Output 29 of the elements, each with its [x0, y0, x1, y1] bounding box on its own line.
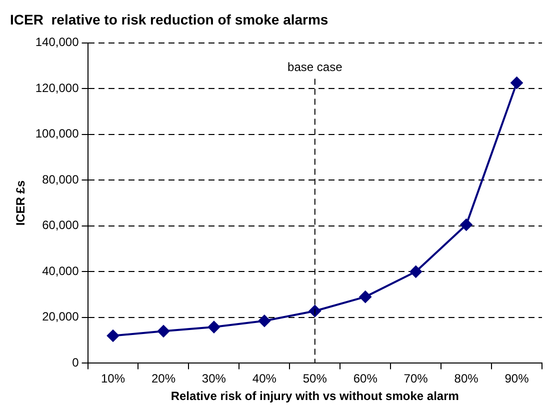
x-tick-label: 90% — [504, 372, 530, 386]
x-tick-label: 50% — [302, 372, 328, 386]
x-tick-label: 40% — [252, 372, 277, 386]
y-tick-label: 60,000 — [42, 218, 80, 232]
x-tick-label: 70% — [404, 372, 428, 386]
point — [208, 321, 220, 334]
ref-line-label: base case — [288, 60, 343, 74]
x-tick-label: 80% — [454, 372, 479, 386]
point — [359, 290, 372, 303]
y-tick-label: 120,000 — [35, 80, 80, 95]
y-tick-label: 20,000 — [42, 310, 80, 324]
y-tick-label: 100,000 — [35, 126, 80, 141]
y-tick-label: 0 — [72, 356, 80, 370]
x-tick-label: 10% — [100, 372, 126, 386]
y-tick-label: 140,000 — [35, 35, 80, 50]
point — [460, 218, 472, 231]
y-axis-title: ICER £s — [14, 180, 28, 226]
point — [258, 314, 270, 327]
point — [157, 325, 170, 338]
point — [107, 330, 120, 342]
x-tick-label: 60% — [353, 372, 378, 386]
point — [410, 266, 422, 278]
chart-title: ICER relative to risk reduction of smoke alarms — [10, 11, 328, 28]
x-tick-label: 20% — [151, 372, 176, 386]
x-tick-label: 30% — [202, 372, 226, 386]
y-tick-label: 40,000 — [42, 264, 80, 278]
point — [510, 76, 523, 89]
y-tick-label: 80,000 — [42, 172, 80, 186]
x-axis-title: Relative risk of injury with vs without smoke alarm — [170, 389, 459, 404]
